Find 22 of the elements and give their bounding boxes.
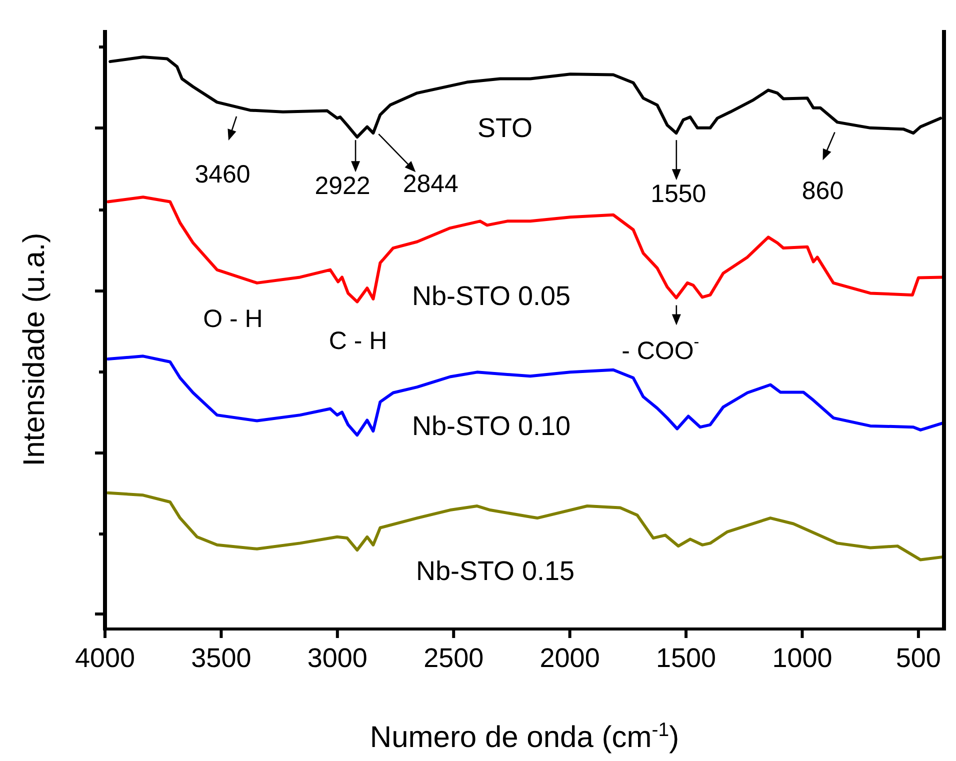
annotation: C - H [328, 326, 388, 355]
annotation: O - H [203, 304, 263, 333]
annotation: - COO$^{-}$ [622, 334, 700, 365]
series-label: STO [477, 113, 533, 144]
x-tick-label: 2500 [424, 643, 484, 673]
annotation: 2922 [314, 172, 370, 200]
x-tick-label: 2000 [540, 643, 600, 673]
annotation: 860 [802, 176, 844, 205]
x-tick-label: 1500 [656, 643, 716, 673]
x-tick-label: 4000 [74, 643, 136, 673]
x-tick-label: 3000 [307, 643, 368, 673]
annotation: 3460 [194, 160, 250, 188]
annotation: 1550 [650, 180, 706, 208]
series-label: Nb-STO 0.10 [412, 411, 571, 442]
annotation: 2844 [402, 170, 459, 198]
y-axis-title: Intensidade (u.a.) [18, 232, 51, 466]
x-tick-label: 1000 [772, 643, 832, 673]
series-label: Nb-STO 0.05 [412, 281, 571, 312]
x-tick-label: 3500 [191, 643, 252, 673]
x-axis-title: Numero de onda (cm$^{-1}$) [370, 719, 680, 754]
series-label: Nb-STO 0.15 [416, 556, 575, 586]
x-tick-label: 500 [896, 643, 941, 673]
